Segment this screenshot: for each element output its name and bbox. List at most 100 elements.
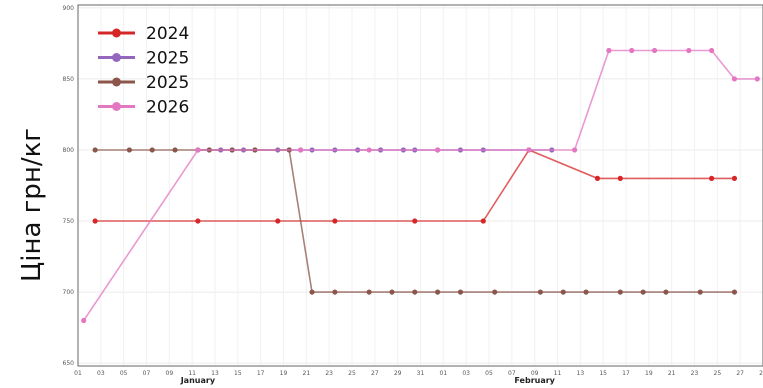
- x-tick-label: 09: [531, 370, 539, 377]
- data-point: [435, 147, 441, 153]
- data-point: [332, 289, 338, 295]
- data-point: [731, 175, 738, 181]
- legend-item: 2025: [98, 49, 189, 69]
- legend-label: 2025: [146, 49, 189, 69]
- x-tick-label: 19: [645, 370, 653, 377]
- x-tick-label: 11: [188, 370, 196, 377]
- x-tick-label: 13: [211, 370, 219, 377]
- x-tick-label: 19: [280, 370, 288, 377]
- data-point: [526, 147, 532, 153]
- y-tick-label: 900: [63, 5, 75, 12]
- legend-swatch-marker: [112, 102, 121, 111]
- data-point: [332, 218, 338, 224]
- x-tick-label: 13: [577, 370, 585, 377]
- legend-swatch-marker: [112, 28, 121, 38]
- x-tick-label: 15: [234, 370, 242, 377]
- legend-item: 2026: [98, 98, 189, 118]
- data-point: [412, 289, 418, 295]
- series-line: [83, 49, 758, 321]
- data-point: [754, 76, 760, 82]
- legend-label: 2026: [146, 98, 189, 118]
- x-tick-label: 31: [417, 370, 425, 377]
- x-tick-label: 21: [668, 370, 676, 377]
- x-tick-label: 25: [348, 370, 356, 377]
- data-point: [492, 289, 498, 295]
- legend-label: 2025: [146, 73, 189, 93]
- data-point: [640, 289, 646, 295]
- x-tick-label: 01: [440, 370, 448, 377]
- data-point: [594, 175, 601, 181]
- data-point: [366, 147, 372, 153]
- month-label: January: [180, 376, 216, 385]
- data-point: [195, 218, 201, 224]
- data-point: [92, 218, 98, 224]
- legend-swatch-marker: [112, 53, 121, 62]
- data-point: [731, 76, 738, 82]
- data-point: [583, 289, 589, 295]
- data-point: [366, 289, 372, 295]
- x-tick-label: 09: [166, 370, 174, 377]
- series-3: [81, 47, 760, 324]
- plot-frame: [77, 4, 763, 367]
- data-point: [480, 218, 486, 224]
- y-tick-label: 650: [63, 360, 75, 367]
- x-tick-label: 11: [554, 370, 562, 377]
- data-point: [572, 147, 578, 153]
- series-layer: [81, 47, 760, 324]
- data-point: [195, 147, 201, 153]
- legend-item: 2024: [98, 24, 189, 44]
- data-point: [663, 289, 669, 295]
- data-point: [651, 47, 658, 54]
- x-tick-label: 21: [303, 370, 311, 377]
- x-tick-label: 23: [325, 370, 333, 377]
- data-point: [275, 218, 281, 224]
- data-point: [389, 289, 395, 295]
- data-point: [149, 147, 155, 153]
- data-point: [92, 147, 98, 153]
- x-tick-label: 05: [120, 370, 128, 377]
- data-point: [126, 147, 132, 153]
- data-point: [617, 289, 623, 295]
- x-tick-label: 29: [759, 370, 763, 377]
- grid: [77, 5, 763, 366]
- data-point: [172, 147, 178, 153]
- data-point: [731, 289, 738, 295]
- x-tick-label: 27: [736, 370, 744, 377]
- data-point: [560, 289, 566, 295]
- series-0: [92, 147, 738, 224]
- data-point: [537, 289, 543, 295]
- data-point: [709, 175, 715, 181]
- legend-swatch-marker: [112, 77, 121, 87]
- axes: 650 700 750 800 850 900 01 03 05 07 09 11 13 15 17 19 21…: [63, 4, 763, 385]
- x-tick-label: 29: [394, 370, 402, 377]
- y-tick-label: 800: [63, 147, 75, 154]
- data-point: [709, 47, 715, 54]
- data-point: [617, 175, 623, 181]
- data-point: [309, 289, 315, 295]
- x-tick-label: 17: [257, 370, 265, 377]
- x-tick-label: 07: [143, 370, 151, 377]
- legend-item: 2025: [98, 73, 189, 93]
- legend: 2024 2025 2025 2026: [98, 24, 189, 118]
- x-tick-label: 03: [97, 370, 105, 377]
- data-point: [457, 289, 464, 295]
- x-tick-label: 23: [691, 370, 699, 377]
- x-tick-label: 15: [599, 370, 607, 377]
- data-point: [686, 47, 692, 54]
- x-tick-label: 17: [622, 370, 630, 377]
- data-point: [435, 289, 441, 295]
- data-point: [606, 47, 612, 54]
- data-point: [298, 147, 304, 153]
- data-point: [697, 289, 703, 295]
- y-tick-label: 750: [63, 218, 75, 225]
- x-tick-label: 25: [714, 370, 722, 377]
- x-tick-label: 27: [371, 370, 379, 377]
- x-tick-label: 05: [485, 370, 493, 377]
- data-point: [81, 317, 87, 324]
- data-point: [629, 47, 635, 54]
- x-tick-label: 01: [74, 370, 82, 377]
- x-tick-label: 03: [462, 370, 470, 377]
- legend-label: 2024: [146, 24, 189, 44]
- y-tick-label: 700: [63, 289, 75, 296]
